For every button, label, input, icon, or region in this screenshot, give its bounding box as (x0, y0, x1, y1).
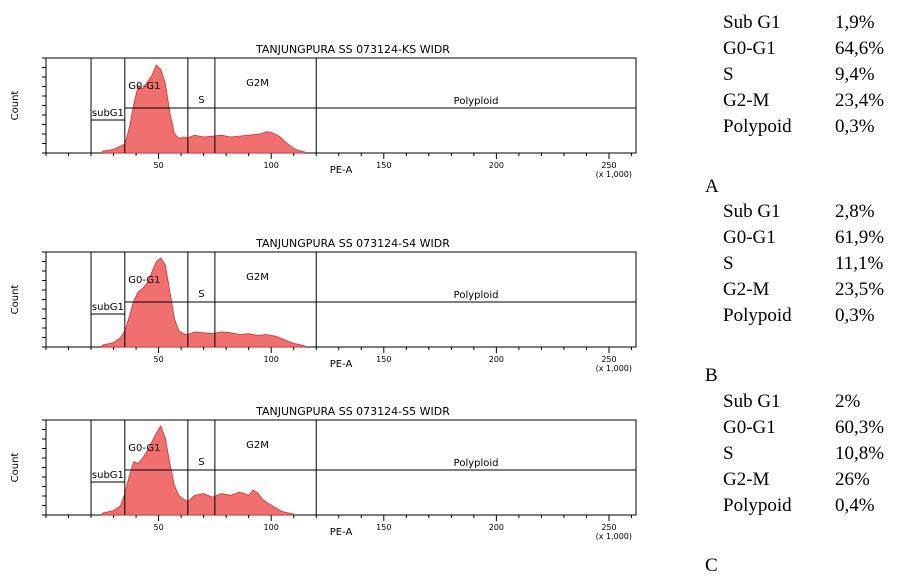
gate-label-polyploid: Polyploid (454, 290, 499, 301)
histogram-area (101, 257, 306, 348)
histogram-area (101, 425, 295, 516)
x-tick-label: 100 (264, 161, 279, 170)
stat-name: G0-G1 (723, 227, 776, 248)
stat-value: 60,3% (835, 417, 885, 438)
stat-row: S 10,8% (723, 443, 910, 469)
y-axis-label: Count (10, 453, 21, 483)
stat-value: 10,8% (835, 443, 885, 464)
stat-name: G2-M (723, 469, 770, 490)
stat-value: 0,3% (835, 305, 875, 326)
stat-row: Polypoid 0,4% (723, 495, 910, 521)
stat-row: G0-G1 64,6% (723, 38, 910, 64)
x-tick-label: 100 (264, 523, 279, 532)
stat-row: Polypoid 0,3% (723, 305, 910, 331)
stat-name: G0-G1 (723, 38, 776, 59)
x-axis-multiplier: (x 1,000) (596, 364, 632, 373)
x-tick-label: 250 (601, 161, 616, 170)
stat-value: 2% (835, 391, 861, 412)
gate-label-subg1: subG1 (92, 302, 124, 313)
gate-label-s: S (198, 289, 204, 300)
gate-label-s: S (198, 95, 204, 106)
stat-name: Polypoid (723, 495, 792, 516)
stat-name: Sub G1 (723, 201, 781, 222)
histogram-panel-c: TANJUNGPURA SS 073124-S5 WIDR subG1 G0-G1 S… (10, 405, 637, 541)
x-tick-label: 150 (376, 355, 391, 364)
gate-label-g0g1: G0-G1 (128, 275, 160, 286)
y-axis-label: Count (10, 285, 21, 315)
flow-cytometry-panels: TANJUNGPURA SS 073124-KS WIDR subG1 G0-G1 S… (10, 43, 637, 541)
panel-letter-b: B (705, 365, 718, 386)
gate-label-g0g1: G0-G1 (128, 81, 160, 92)
stat-value: 9,4% (835, 64, 875, 85)
stat-value: 0,4% (835, 495, 875, 516)
histogram-area (101, 64, 306, 154)
x-tick-label: 150 (376, 523, 391, 532)
stat-value: 2,8% (835, 201, 875, 222)
x-axis-multiplier: (x 1,000) (596, 170, 632, 179)
stat-row: Sub G1 2% (723, 391, 910, 417)
stat-value: 11,1% (835, 253, 884, 274)
x-tick-label: 250 (601, 523, 616, 532)
x-tick-label: 200 (489, 523, 504, 532)
x-tick-label: 200 (489, 355, 504, 364)
stat-name: S (723, 443, 734, 464)
stat-value: 23,5% (835, 279, 885, 300)
stat-value: 64,6% (835, 38, 885, 59)
chart-title: TANJUNGPURA SS 073124-S5 WIDR (255, 405, 450, 418)
gate-label-subg1: subG1 (92, 470, 124, 481)
chart-title: TANJUNGPURA SS 073124-S4 WIDR (255, 237, 450, 250)
stat-row: G2-M 23,4% (723, 90, 910, 116)
gate-label-g2m: G2M (246, 78, 269, 89)
stat-name: Polypoid (723, 116, 792, 137)
gate-label-subg1: subG1 (92, 108, 124, 119)
stat-name: G2-M (723, 279, 770, 300)
stat-name: Polypoid (723, 305, 792, 326)
x-tick-label: 150 (376, 161, 391, 170)
stat-row: G2-M 26% (723, 469, 910, 495)
stat-name: G2-M (723, 90, 770, 111)
x-axis-label: PE-A (330, 359, 353, 370)
stat-row: Sub G1 2,8% (723, 201, 910, 227)
gate-label-g2m: G2M (246, 440, 269, 451)
stat-value: 23,4% (835, 90, 885, 111)
gate-label-polyploid: Polyploid (454, 96, 499, 107)
gate-label-g0g1: G0-G1 (128, 443, 160, 454)
x-tick-label: 50 (154, 523, 164, 532)
stat-row: S 9,4% (723, 64, 910, 90)
x-axis-label: PE-A (330, 165, 353, 176)
gate-label-s: S (198, 457, 204, 468)
gate-label-g2m: G2M (246, 272, 269, 283)
x-axis-label: PE-A (330, 527, 353, 538)
panel-letter-c: C (705, 555, 718, 576)
stat-row: Polypoid 0,3% (723, 116, 910, 142)
stat-name: G0-G1 (723, 417, 776, 438)
stat-name: Sub G1 (723, 391, 781, 412)
gate-label-polyploid: Polyploid (454, 458, 499, 469)
stat-value: 61,9% (835, 227, 885, 248)
x-tick-label: 250 (601, 355, 616, 364)
stat-value: 1,9% (835, 12, 875, 33)
stat-value: 26% (835, 469, 870, 490)
histogram-panel-a: TANJUNGPURA SS 073124-KS WIDR subG1 G0-G1 S… (10, 43, 637, 179)
stat-row: G0-G1 60,3% (723, 417, 910, 443)
x-tick-label: 100 (264, 355, 279, 364)
stat-value: 0,3% (835, 116, 875, 137)
stat-row: S 11,1% (723, 253, 910, 279)
stat-name: Sub G1 (723, 12, 781, 33)
panel-letter-a: A (705, 176, 719, 197)
histogram-panel-b: TANJUNGPURA SS 073124-S4 WIDR subG1 G0-G1 S… (10, 237, 637, 373)
x-tick-label: 50 (154, 355, 164, 364)
stat-row: G2-M 23,5% (723, 279, 910, 305)
x-tick-label: 50 (154, 161, 164, 170)
x-axis-multiplier: (x 1,000) (596, 532, 632, 541)
y-axis-label: Count (10, 91, 21, 121)
x-tick-label: 200 (489, 161, 504, 170)
chart-title: TANJUNGPURA SS 073124-KS WIDR (255, 43, 450, 56)
stat-name: S (723, 64, 734, 85)
stat-row: G0-G1 61,9% (723, 227, 910, 253)
stat-row: Sub G1 1,9% (723, 12, 910, 38)
stat-name: S (723, 253, 734, 274)
